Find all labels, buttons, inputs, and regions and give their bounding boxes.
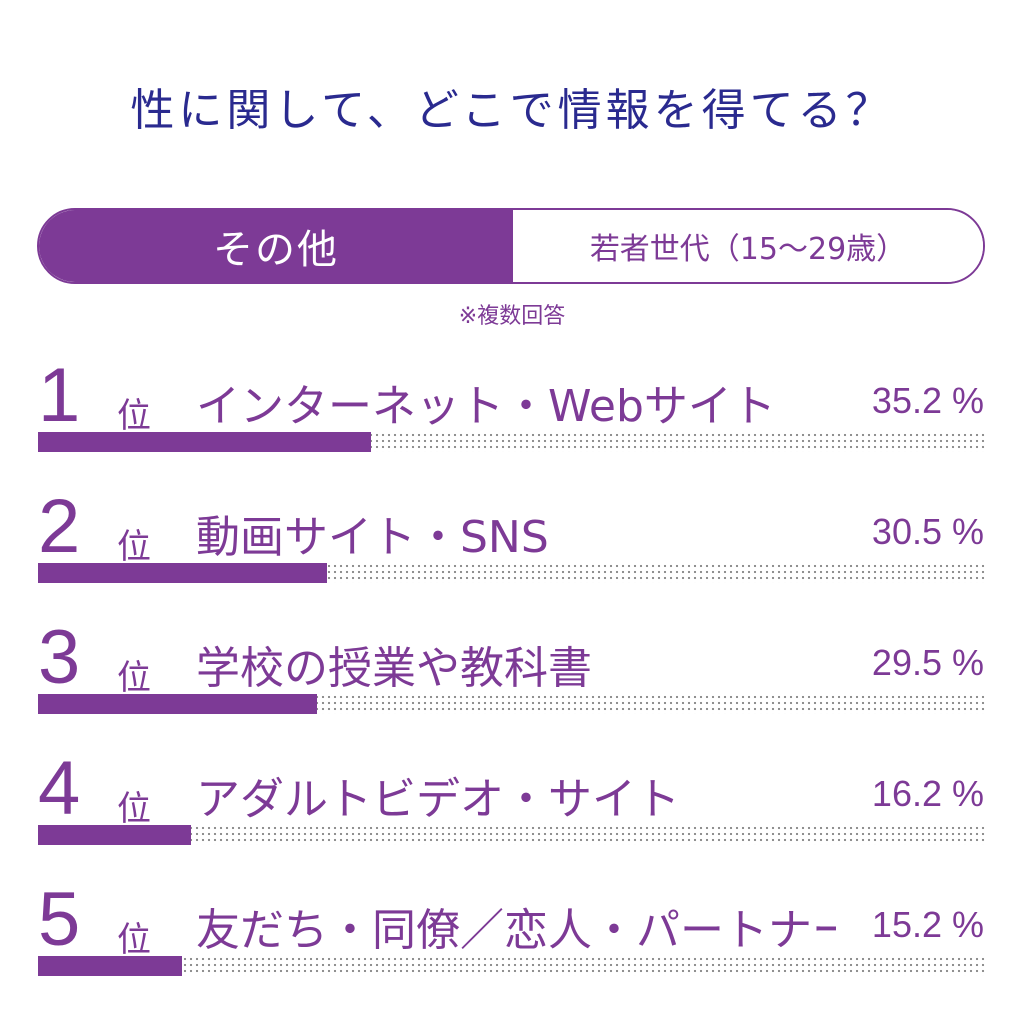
value-label: 15.2 % [871, 904, 984, 945]
category-label: 動画サイト・SNS [196, 512, 549, 563]
category-label: インターネット・Webサイト [196, 381, 776, 432]
rank-number: 1 [38, 353, 81, 438]
value-label: 16.2 % [871, 773, 984, 814]
bar-track [38, 563, 985, 583]
bar [38, 956, 182, 976]
tab-young-generation[interactable]: 若者世代（15～29歳） [513, 210, 983, 282]
bar-track [38, 956, 985, 976]
category-label: 友だち・同僚／恋人・パートナー [196, 905, 836, 956]
ranking-row: 5 位友だち・同僚／恋人・パートナー 15.2 % [0, 882, 1024, 992]
value-label: 35.2 % [871, 380, 984, 421]
value-label: 29.5 % [871, 642, 984, 683]
rank-suffix: 位 [117, 920, 151, 960]
ranking-row: 2 位動画サイト・SNS 30.5 % [0, 489, 1024, 599]
category-label: 学校の授業や教科書 [196, 643, 592, 694]
ranking-row: 4 位アダルトビデオ・サイト 16.2 % [0, 751, 1024, 861]
rank-number: 2 [38, 484, 81, 569]
multiple-answer-note: ※複数回答 [458, 304, 566, 329]
rank-number: 3 [38, 615, 81, 700]
rank-suffix: 位 [117, 658, 151, 698]
rank-suffix: 位 [117, 527, 151, 567]
category-tabs: その他 若者世代（15～29歳） [37, 208, 985, 284]
category-label: アダルトビデオ・サイト [196, 774, 680, 825]
bar-track [38, 825, 985, 845]
rank-suffix: 位 [117, 789, 151, 829]
bar [38, 694, 317, 714]
bar-track [38, 694, 985, 714]
rank-number: 4 [38, 746, 81, 831]
rank-number: 5 [38, 877, 81, 962]
chart-title: 性に関して、どこで情報を得てる？ [130, 85, 894, 136]
ranking-row: 1 位インターネット・Webサイト 35.2 % [0, 358, 1024, 468]
value-label: 30.5 % [871, 511, 984, 552]
bar [38, 563, 327, 583]
ranking-row: 3 位学校の授業や教科書 29.5 % [0, 620, 1024, 730]
bar [38, 825, 191, 845]
rank-suffix: 位 [117, 396, 151, 436]
bar [38, 432, 371, 452]
tab-other[interactable]: その他 [39, 210, 513, 282]
bar-track [38, 432, 985, 452]
